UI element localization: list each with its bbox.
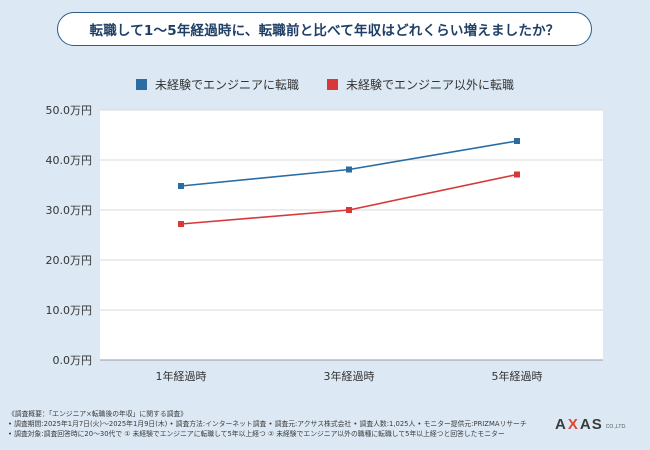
chart-title: 転職して1〜5年経過時に、転職前と比べて年収はどれくらい増えましたか？	[57, 12, 592, 46]
legend-label-engineer: 未経験でエンジニアに転職	[154, 78, 299, 92]
y-tick-label: 20.0万円	[46, 254, 93, 267]
x-tick-label: 1年経過時	[156, 369, 207, 383]
legend-item-engineer: 未経験でエンジニアに転職	[135, 76, 299, 93]
logo-text-left: A	[555, 416, 567, 433]
footnote-title: 《調査概要：「エンジニア×転職後の年収」に関する調査》	[8, 410, 188, 418]
data-point	[178, 183, 184, 189]
x-tick-label: 5年経過時	[492, 369, 543, 383]
y-tick-label: 40.0万円	[46, 154, 93, 167]
footnote-line-2: • 調査対象:調査回答時に20〜30代で ① 未経験でエンジニアに転職して5年以…	[8, 430, 505, 438]
y-tick-label: 10.0万円	[46, 304, 93, 317]
data-point	[514, 171, 520, 178]
y-tick-label: 50.0万円	[46, 104, 93, 117]
logo-text-x: X	[567, 416, 579, 433]
logo-subtext: CO.,LTD.	[605, 424, 627, 430]
plot-area	[100, 110, 603, 360]
survey-footnotes: 《調査概要：「エンジニア×転職後の年収」に関する調査》 • 調査期間:2025年…	[8, 409, 553, 439]
legend-swatch-engineer	[135, 79, 147, 90]
data-point	[346, 166, 352, 173]
data-point	[178, 221, 184, 227]
y-tick-label: 30.0万円	[46, 204, 93, 217]
data-point	[346, 207, 352, 213]
legend-label-non-engineer: 未経験でエンジニア以外に転職	[346, 78, 515, 92]
footnote-line-1: • 調査期間:2025年1月7日(火)〜2025年1月9日(木) • 調査方法:…	[8, 420, 527, 428]
company-logo: A X AS CO.,LTD.	[555, 416, 626, 433]
x-tick-label: 3年経過時	[324, 369, 375, 383]
legend: 未経験でエンジニアに転職 未経験でエンジニア以外に転職	[0, 76, 650, 93]
legend-swatch-non-engineer	[327, 79, 338, 90]
logo-text-right: AS	[579, 416, 603, 433]
legend-item-non-engineer: 未経験でエンジニア以外に転職	[327, 76, 514, 93]
y-tick-label: 0.0万円	[53, 354, 93, 367]
data-point	[514, 138, 520, 144]
